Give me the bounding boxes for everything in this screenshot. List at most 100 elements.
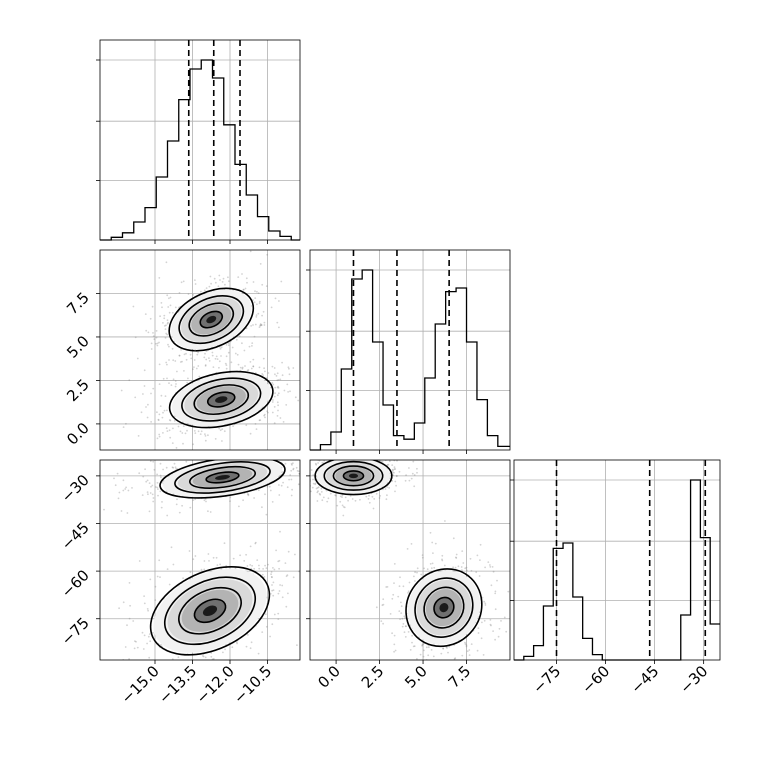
scatter-point (204, 435, 207, 437)
scatter-point (251, 342, 254, 344)
scatter-point (334, 494, 337, 496)
scatter-point (159, 462, 162, 465)
scatter-point (269, 489, 272, 492)
scatter-point (347, 452, 349, 454)
scatter-point (380, 620, 383, 622)
scatter-point (395, 484, 397, 487)
scatter-point (262, 374, 264, 376)
scatter-point (344, 496, 347, 499)
scatter-point (455, 553, 458, 556)
scatter-point (159, 315, 162, 318)
scatter-point (192, 499, 195, 501)
scatter-point (204, 364, 207, 366)
scatter-point (390, 457, 392, 459)
scatter-point (341, 496, 343, 498)
scatter-point (285, 575, 288, 578)
scatter-point (254, 423, 257, 425)
scatter-point (319, 493, 322, 496)
scatter-point (285, 404, 288, 406)
scatter-point (431, 562, 434, 565)
scatter-point (479, 543, 482, 546)
scatter-point (404, 636, 407, 638)
scatter-point (271, 584, 273, 586)
scatter-point (312, 478, 314, 481)
density-fill (215, 396, 228, 403)
scatter-point (208, 285, 211, 288)
scatter-point (306, 462, 308, 464)
panel-frame (99, 249, 301, 451)
scatter-point (185, 460, 188, 463)
scatter-point (252, 365, 255, 368)
scatter-point (271, 501, 274, 503)
y-tick-label: −60 (58, 566, 93, 601)
scatter-point (205, 358, 208, 361)
scatter-point (122, 426, 125, 428)
scatter-point (165, 427, 168, 430)
scatter-point (368, 439, 370, 441)
scatter-point (241, 342, 243, 345)
contour-line (405, 568, 483, 648)
scatter-point (172, 563, 175, 566)
scatter-point (335, 494, 337, 497)
scatter-point (492, 570, 495, 573)
scatter-point (373, 453, 375, 455)
scatter-point (464, 643, 467, 645)
scatter-point (271, 623, 274, 626)
scatter-point (394, 490, 396, 493)
scatter-point (222, 277, 225, 280)
scatter-point (382, 457, 384, 459)
scatter-point (140, 662, 142, 664)
scatter-point (308, 477, 310, 479)
scatter-point (258, 302, 261, 305)
scatter-point (213, 277, 216, 280)
scatter-point (171, 442, 174, 444)
scatter-point (134, 396, 137, 399)
scatter-point (269, 386, 272, 389)
scatter-point (166, 430, 169, 432)
scatter-point (147, 635, 150, 638)
scatter-point (180, 349, 183, 351)
scatter-point (329, 492, 332, 495)
scatter-point (190, 357, 193, 360)
scatter-point (253, 497, 256, 499)
scatter-point (172, 378, 175, 381)
scatter-point (402, 623, 405, 625)
scatter-point (178, 511, 181, 514)
scatter-point (394, 455, 396, 457)
scatter-point (283, 389, 286, 392)
scatter-point (361, 442, 363, 444)
contour-line (193, 598, 227, 624)
scatter-point (237, 363, 240, 366)
scatter-point (158, 383, 161, 385)
scatter-point (265, 513, 268, 516)
scatter-point (298, 470, 300, 473)
scatter-point (182, 280, 185, 283)
scatter-point (441, 667, 443, 669)
scatter-point (260, 324, 263, 327)
scatter-point (294, 484, 296, 486)
scatter-point (404, 479, 407, 482)
histogram-step-line (100, 59, 300, 241)
scatter-point (203, 560, 206, 562)
scatter-point (444, 520, 446, 522)
scatter-point (431, 541, 434, 544)
scatter-point (286, 383, 289, 386)
scatter-point (401, 625, 404, 628)
scatter-point (142, 475, 145, 478)
scatter-point (263, 413, 266, 416)
histogram-panel-1 (306, 249, 511, 451)
scatter-point (227, 342, 230, 345)
scatter-point (421, 554, 424, 556)
scatter-point (125, 422, 127, 425)
scatter-point (263, 367, 265, 370)
scatter-point (363, 455, 365, 457)
scatter-point (155, 330, 158, 332)
scatter-point (270, 573, 272, 576)
scatter-point (529, 618, 531, 620)
scatter-point (503, 616, 506, 619)
contour-line (168, 370, 274, 429)
scatter-point (196, 353, 199, 356)
x-tick-label: −15.0 (118, 662, 163, 707)
scatter-point (425, 646, 428, 649)
scatter-point (174, 360, 177, 362)
